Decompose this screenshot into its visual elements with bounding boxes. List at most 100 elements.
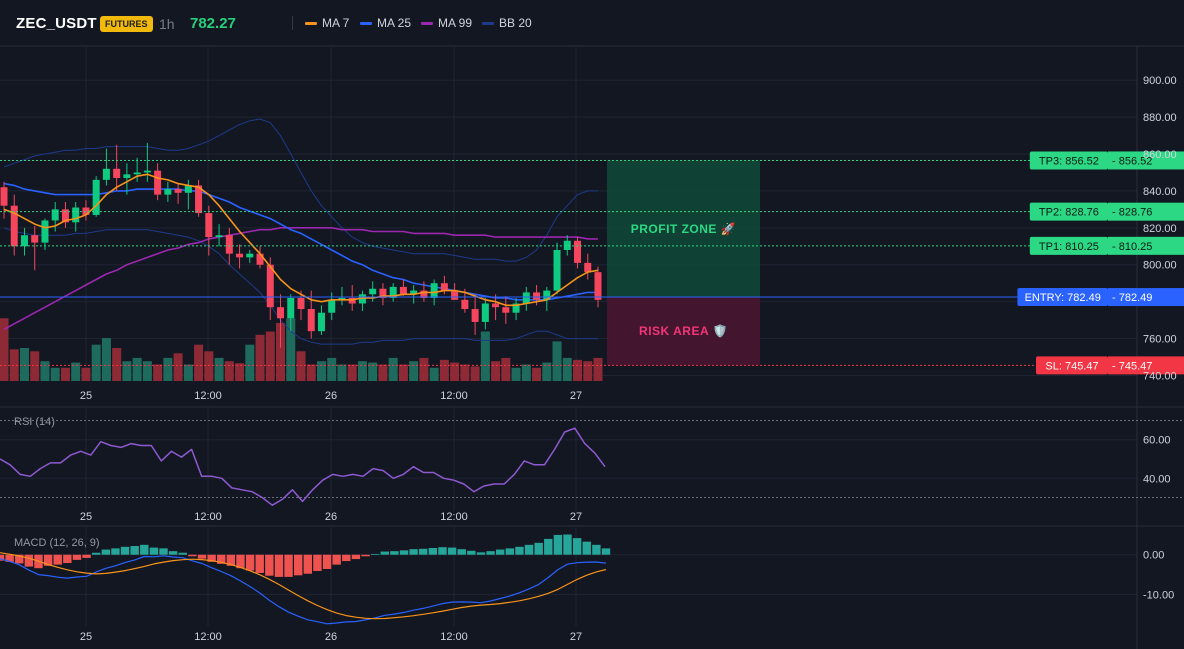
candle-body <box>563 240 571 250</box>
volume-bar <box>573 359 583 381</box>
macd-hist-bar <box>120 546 130 555</box>
macd-hist-bar <box>534 542 543 555</box>
candle-body <box>277 307 285 319</box>
level-label-box <box>1017 288 1108 307</box>
profit-zone-label: PROFIT ZONE 🚀 <box>631 222 736 236</box>
level-label: TP3: 856.52 <box>1039 155 1099 167</box>
candle <box>113 144 121 191</box>
macd-hist-bar <box>515 546 524 555</box>
candle-body <box>236 253 244 258</box>
macd-hist-bar <box>409 549 418 555</box>
last-price: 782.27 <box>190 15 236 32</box>
macd-hist-bar <box>447 547 457 555</box>
timeframe-label[interactable]: 1h <box>159 16 175 32</box>
y-tick-label: 900.00 <box>1143 75 1177 87</box>
volume-bar <box>552 341 562 381</box>
rsi-y-tick-label: 60.00 <box>1143 435 1171 447</box>
volume-bar <box>532 367 542 381</box>
level-price-box <box>1108 288 1184 307</box>
macd-hist-bar <box>15 554 24 564</box>
level-label-box <box>1036 356 1108 375</box>
candle <box>82 200 90 221</box>
candle <box>215 224 223 247</box>
legend-ma99[interactable]: MA 99 <box>421 16 472 30</box>
candle <box>143 142 151 182</box>
x-tick-label: 25 <box>80 511 92 523</box>
candle <box>92 176 100 217</box>
level-price-box <box>1108 202 1184 221</box>
volume-bar <box>521 364 531 381</box>
volume-bar <box>0 318 9 381</box>
macd-hist-bar <box>438 547 447 555</box>
candle-body <box>420 290 428 298</box>
rsi-line <box>0 427 606 506</box>
volume-bar <box>327 357 337 381</box>
volume-bar <box>19 348 29 381</box>
candle-body <box>328 299 336 313</box>
candle-body <box>317 312 325 332</box>
volume-bar <box>132 357 142 381</box>
macd-y-tick-label: -10.00 <box>1143 589 1174 601</box>
candle <box>0 181 8 219</box>
candle <box>236 244 244 269</box>
candle-body <box>246 253 254 258</box>
candle <box>61 202 69 228</box>
symbol-label[interactable]: ZEC_USDT <box>16 15 97 32</box>
header-divider <box>292 16 293 30</box>
x-tick-label: 12:00 <box>440 390 468 402</box>
macd-hist-bar <box>63 554 72 564</box>
x-tick-label: 26 <box>325 631 337 643</box>
macd-hist-bar <box>495 549 505 555</box>
y-tick-label: 760.00 <box>1143 334 1177 346</box>
volume-bar <box>101 338 111 381</box>
candle-body <box>102 168 110 180</box>
y-tick-label: 840.00 <box>1143 186 1177 198</box>
macd-title: MACD (12, 26, 9) <box>14 537 100 549</box>
candle <box>389 283 397 302</box>
macd-hist-bar <box>72 554 82 560</box>
legend-ma25-swatch <box>360 21 372 25</box>
legend-bb20[interactable]: BB 20 <box>482 16 532 30</box>
volume-bar <box>583 361 593 381</box>
volume-bar <box>337 364 347 381</box>
macd-hist-bar <box>24 554 34 567</box>
candle-body <box>399 286 407 295</box>
risk-zone-label: RISK AREA 🛡️ <box>639 324 728 338</box>
legend-ma25-label: MA 25 <box>377 16 412 30</box>
candle-body <box>574 240 582 263</box>
level-label: TP2: 828.76 <box>1039 207 1099 219</box>
macd-hist-bar <box>553 534 563 555</box>
candle <box>154 163 162 201</box>
y-tick-label: 740.00 <box>1143 370 1177 382</box>
legend-bb20-swatch <box>482 21 494 25</box>
candle <box>41 218 49 250</box>
y-tick-label: 880.00 <box>1143 112 1177 124</box>
candle <box>512 297 520 321</box>
candle-body <box>440 283 448 291</box>
candle <box>522 286 530 311</box>
candle <box>102 148 110 186</box>
macd-histogram <box>0 534 611 577</box>
candle-body <box>31 235 39 243</box>
candle-body <box>594 272 602 300</box>
candle-body <box>287 297 295 319</box>
legend-ma99-swatch <box>421 21 433 25</box>
macd-hist-bar <box>197 554 207 559</box>
legend-ma7[interactable]: MA 7 <box>305 16 349 30</box>
volume-bar <box>542 362 552 381</box>
legend-ma25[interactable]: MA 25 <box>360 16 411 30</box>
volume-bar <box>81 367 91 381</box>
volume-bar <box>245 344 255 381</box>
candle <box>297 290 305 321</box>
macd-hist-bar <box>601 548 611 555</box>
candle <box>481 297 489 330</box>
x-tick-label: 12:00 <box>440 631 468 643</box>
macd-hist-bar <box>265 554 274 576</box>
volume-bar <box>450 362 460 381</box>
candle-body <box>113 168 121 179</box>
macd-hist-bar <box>390 551 399 555</box>
candle-body <box>195 185 203 214</box>
volume-bar <box>439 359 449 381</box>
rsi-title: RSI (14) <box>14 416 55 428</box>
